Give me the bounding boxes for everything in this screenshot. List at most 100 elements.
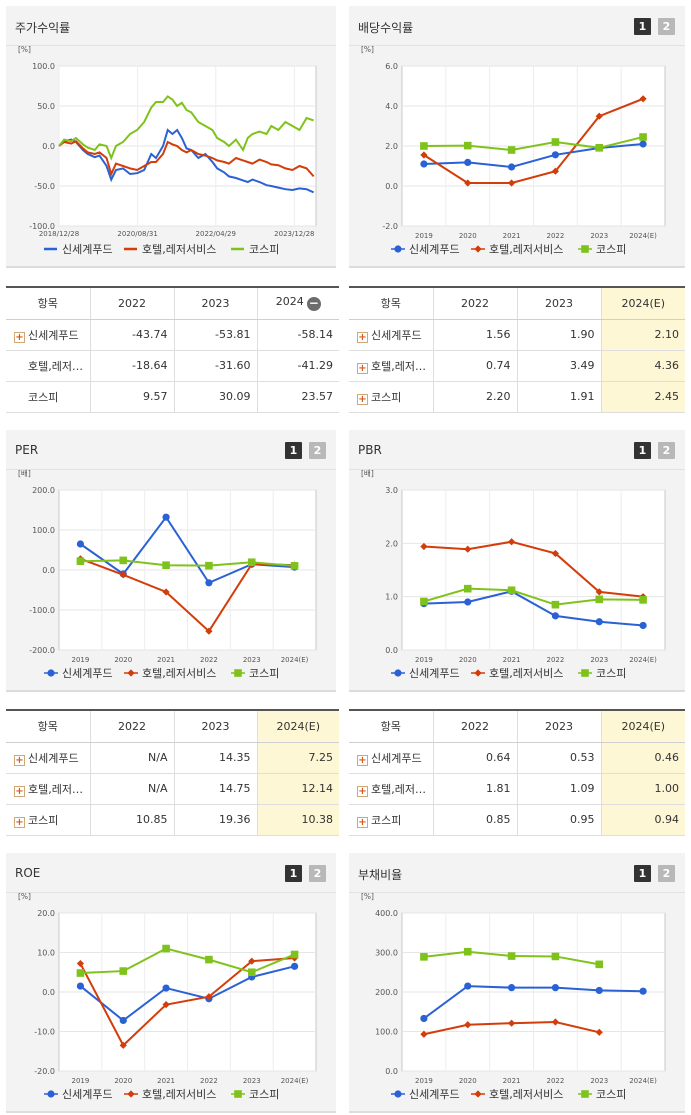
data-point bbox=[234, 1090, 242, 1098]
table-row: + 코스피 10.85 19.36 10.38 bbox=[6, 804, 339, 836]
data-point bbox=[420, 160, 428, 168]
pager: 1 2 bbox=[285, 442, 326, 459]
page-1-button[interactable]: 1 bbox=[634, 442, 651, 459]
data-point bbox=[474, 1090, 482, 1098]
data-point bbox=[581, 245, 589, 253]
expand-icon[interactable]: + bbox=[357, 393, 368, 405]
expand-icon[interactable]: + bbox=[14, 785, 25, 797]
expand-icon[interactable]: + bbox=[357, 816, 368, 828]
row-label[interactable]: + 신세계푸드 bbox=[349, 319, 433, 351]
data-point bbox=[420, 597, 428, 606]
expand-icon[interactable]: + bbox=[357, 362, 368, 374]
cell: -41.29 bbox=[256, 350, 339, 382]
page-2-button[interactable]: 2 bbox=[309, 442, 326, 459]
panel-header: PBR 1 2 bbox=[349, 430, 685, 470]
panel-bottom-border bbox=[349, 690, 685, 692]
expand-icon[interactable]: + bbox=[357, 754, 368, 766]
table-row: + 코스피 0.85 0.95 0.94 bbox=[349, 804, 685, 836]
row-label[interactable]: + 호텔,레저… bbox=[6, 773, 90, 805]
data-point bbox=[127, 1090, 135, 1098]
page-1-button[interactable]: 1 bbox=[634, 18, 651, 35]
panel-bottom-border bbox=[349, 1111, 685, 1113]
cell: 10.85 bbox=[89, 804, 174, 836]
cell-estimate: 4.36 bbox=[600, 350, 685, 382]
cell: 9.57 bbox=[89, 381, 174, 413]
row-label: 코스피 bbox=[6, 381, 90, 413]
x-tick-label: 2023 bbox=[243, 656, 261, 664]
data-point bbox=[234, 669, 242, 677]
series-line bbox=[58, 139, 315, 178]
data-point bbox=[247, 558, 256, 567]
cell: -58.14 bbox=[256, 319, 339, 351]
row-label[interactable]: + 신세계푸드 bbox=[6, 742, 90, 774]
table-row: + 코스피 2.20 1.91 2.45 bbox=[349, 381, 685, 413]
cell: 1.09 bbox=[516, 773, 601, 805]
data-point bbox=[76, 959, 85, 968]
data-point bbox=[595, 1028, 603, 1036]
top-strip bbox=[0, 0, 691, 4]
row-label[interactable]: + 신세계푸드 bbox=[6, 319, 90, 351]
row-label[interactable]: + 코스피 bbox=[6, 804, 90, 836]
y-tick-label: 100.0 bbox=[32, 526, 55, 535]
per-table: 항목 2022 2023 2024(E) + 신세계푸드 N/A 14.35 7.… bbox=[6, 709, 339, 836]
data-point bbox=[595, 112, 603, 120]
panel-bottom-border bbox=[6, 690, 336, 692]
pbr-chart: [배] 3.0 2.0 1.0 0.0 2019 2020 2021 2022 2023 2024(… bbox=[361, 469, 666, 680]
x-tick-label: 2021 bbox=[503, 656, 521, 664]
cell: 2.20 bbox=[432, 381, 517, 413]
row-label[interactable]: + 코스피 bbox=[349, 381, 433, 413]
page-1-button[interactable]: 1 bbox=[285, 442, 302, 459]
row-name: 코스피 bbox=[28, 390, 59, 404]
page-2-button[interactable]: 2 bbox=[658, 865, 675, 882]
collapse-icon[interactable]: − bbox=[306, 296, 321, 312]
per-chart: [배]200.0 100.0 0.0 -100.0 -200.0 2019 2020 2021… bbox=[18, 469, 317, 680]
cell: -18.64 bbox=[89, 350, 174, 382]
data-point bbox=[394, 669, 402, 677]
expand-icon[interactable]: + bbox=[14, 331, 25, 343]
page-2-button[interactable]: 2 bbox=[658, 18, 675, 35]
x-tick-label: 2021 bbox=[503, 1077, 521, 1085]
x-tick-label: 2022 bbox=[547, 656, 565, 664]
y-tick-label: 200.0 bbox=[32, 486, 55, 495]
col-header: 2022 bbox=[89, 286, 174, 320]
col-header: 2023 bbox=[516, 286, 601, 320]
cell: -31.60 bbox=[173, 350, 257, 382]
page-2-button[interactable]: 2 bbox=[309, 865, 326, 882]
row-label[interactable]: + 호텔,레저… bbox=[349, 773, 433, 805]
pager: 1 2 bbox=[634, 18, 675, 35]
pager: 1 2 bbox=[634, 865, 675, 882]
series-line bbox=[79, 957, 295, 1047]
cell: 0.64 bbox=[432, 742, 517, 774]
cell: 1.91 bbox=[516, 381, 601, 413]
x-tick-label: 2024(E) bbox=[629, 1077, 657, 1085]
data-point bbox=[464, 1021, 472, 1029]
expand-icon[interactable]: + bbox=[14, 816, 25, 828]
page-1-button[interactable]: 1 bbox=[634, 865, 651, 882]
y-unit-label: [%] bbox=[361, 892, 374, 901]
stock-return-panel: 주가수익률 [%] 100.0 50.0 0.0 -50.0 -100.0 2018/12/… bbox=[6, 6, 336, 268]
cell-estimate: 10.38 bbox=[256, 804, 339, 836]
legend-label: 호텔,레저서비스 bbox=[489, 1088, 563, 1101]
stock-return-table: 항목 2022 2023 2024− + 신세계푸드 -43.74 -53.81 … bbox=[6, 286, 339, 413]
row-name: 호텔,레저… bbox=[28, 359, 83, 373]
page-2-button[interactable]: 2 bbox=[658, 442, 675, 459]
row-label[interactable]: + 신세계푸드 bbox=[349, 742, 433, 774]
data-point bbox=[507, 163, 516, 171]
data-point bbox=[551, 138, 560, 146]
x-tick-label: 2021 bbox=[157, 656, 175, 664]
pbr-panel: PBR 1 2 [배] 3.0 2.0 1.0 0.0 2019 2020 2021 2022 2… bbox=[349, 430, 685, 692]
expand-icon[interactable]: + bbox=[357, 331, 368, 343]
data-point bbox=[595, 960, 604, 969]
expand-icon[interactable]: + bbox=[357, 785, 368, 797]
panel-title: 배당수익률 bbox=[358, 21, 414, 35]
y-tick-label: -100.0 bbox=[29, 606, 55, 615]
expand-icon[interactable]: + bbox=[14, 754, 25, 766]
row-label[interactable]: + 코스피 bbox=[349, 804, 433, 836]
series-line bbox=[423, 136, 644, 152]
page-1-button[interactable]: 1 bbox=[285, 865, 302, 882]
y-tick-label: 0.0 bbox=[385, 646, 398, 655]
row-label[interactable]: + 호텔,레저… bbox=[349, 350, 433, 382]
y-tick-label: 0.0 bbox=[42, 566, 55, 575]
data-point bbox=[76, 969, 85, 977]
